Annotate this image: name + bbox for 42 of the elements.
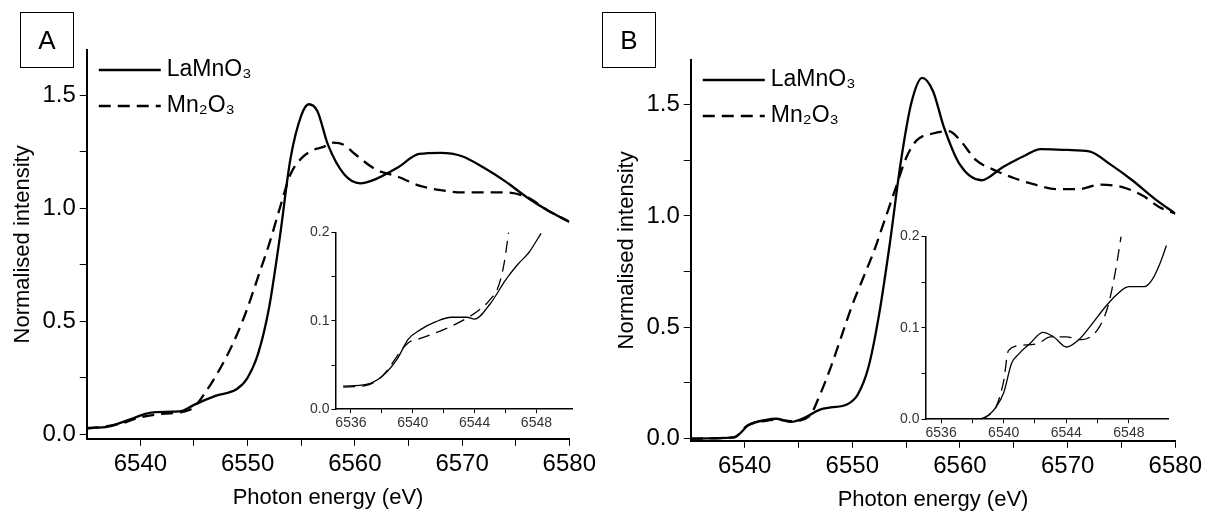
x-tick-label: 6540 xyxy=(113,448,168,476)
y-tick-label: 0.0 xyxy=(646,423,680,451)
x-tick-label: 6580 xyxy=(542,448,596,476)
x-tick-label: 6550 xyxy=(825,450,879,478)
y-tick-label: 1.0 xyxy=(646,200,680,228)
x-tick-label: 6536 xyxy=(335,414,367,431)
x-tick-label: 6544 xyxy=(459,414,491,431)
y-tick-label: 0.2 xyxy=(899,227,920,244)
y-tick-label: 0.2 xyxy=(309,223,330,240)
y-axis-title: Normalised intensity xyxy=(9,145,35,344)
x-tick-label: 6570 xyxy=(435,448,489,476)
x-tick-label: 6560 xyxy=(933,450,987,478)
x-axis-title: Photon energy (eV) xyxy=(232,483,424,509)
y-axis-title: Normalised intensity xyxy=(613,151,639,350)
y-tick-label: 1.5 xyxy=(646,89,680,117)
y-tick-label: 0.5 xyxy=(42,305,76,333)
legend-label: LaMnO₃ xyxy=(770,65,856,92)
legend-label: Mn₂O₃ xyxy=(166,91,235,118)
y-tick-label: 0.0 xyxy=(899,410,920,427)
y-tick-label: 0.5 xyxy=(646,311,680,339)
x-tick-label: 6550 xyxy=(220,448,275,476)
y-tick-label: 0.0 xyxy=(42,418,76,446)
chart-title: A xyxy=(20,12,74,68)
y-tick-label: 0.1 xyxy=(899,318,920,335)
x-tick-label: 6540 xyxy=(717,450,772,478)
x-tick-label: 6536 xyxy=(925,424,957,441)
x-tick-label: 6548 xyxy=(1113,424,1145,441)
x-axis-title: Photon energy (eV) xyxy=(837,485,1029,511)
x-tick-label: 6540 xyxy=(988,424,1020,441)
y-tick-label: 0.1 xyxy=(309,311,330,328)
legend-label: Mn₂O₃ xyxy=(770,101,839,128)
y-tick-label: 1.0 xyxy=(42,192,76,220)
y-tick-label: 1.5 xyxy=(42,79,76,107)
chart-title: B xyxy=(602,12,656,68)
x-tick-label: 6548 xyxy=(520,414,553,431)
x-tick-label: 6544 xyxy=(1050,424,1083,441)
legend-label: LaMnO₃ xyxy=(166,55,252,82)
y-tick-label: 0.0 xyxy=(309,400,330,417)
x-tick-label: 6560 xyxy=(328,448,382,476)
x-tick-label: 6570 xyxy=(1040,450,1095,478)
x-tick-label: 6540 xyxy=(397,414,429,431)
x-tick-label: 6580 xyxy=(1148,450,1202,478)
